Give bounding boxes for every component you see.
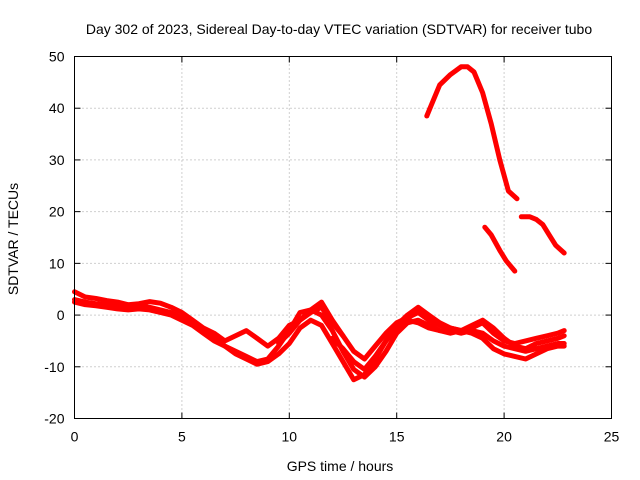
x-tick-label: 5 [178,429,186,445]
series-arc-right [518,214,567,256]
x-tick-label: 20 [496,429,512,445]
x-tick-label: 10 [282,429,298,445]
x-tick-label: 15 [389,429,405,445]
series-arc-high [424,64,520,202]
axis-ticks: 0 5 10 15 20 25 -20 -10 0 10 20 30 40 50 [44,49,619,445]
y-tick-label: -10 [44,359,64,375]
plot-frame [74,56,612,419]
series-arc-mid [482,224,518,274]
y-tick-label: 50 [49,49,65,65]
series-track-1 [72,289,567,362]
y-tick-label: 30 [49,152,65,168]
series-track-4 [329,304,567,372]
x-tick-label: 0 [71,429,79,445]
y-tick-label: 20 [49,204,65,220]
y-tick-label: -20 [44,411,64,427]
x-axis-label: GPS time / hours [287,458,394,474]
y-tick-label: 0 [57,307,65,323]
grid [74,56,612,419]
y-tick-label: 40 [49,100,65,116]
plot-area [72,64,567,383]
series-track-2 [72,297,567,380]
x-tick-label: 25 [604,429,620,445]
series-track-5 [276,299,346,346]
series-track-3 [72,299,567,383]
y-tick-label: 10 [49,255,65,271]
y-axis-label: SDTVAR / TECUs [5,183,21,295]
chart-title: Day 302 of 2023, Sidereal Day-to-day VTE… [86,21,593,37]
